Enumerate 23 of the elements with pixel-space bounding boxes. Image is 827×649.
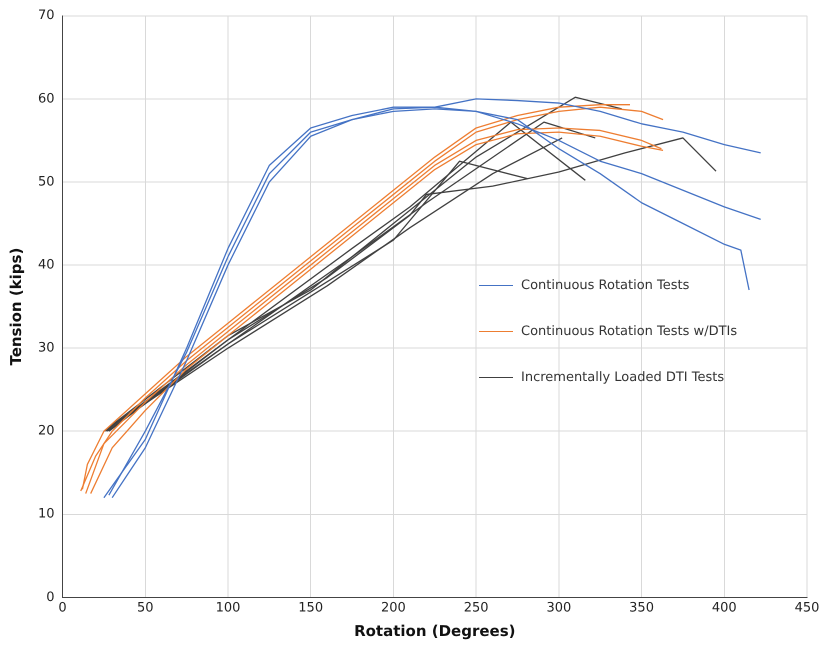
- x-tick-label: 50: [136, 600, 154, 616]
- x-tick-label: 100: [216, 600, 240, 616]
- y-axis-title: Tension (kips): [6, 248, 25, 366]
- y-tick-label: 0: [46, 590, 55, 605]
- y-tick-label: 50: [38, 174, 55, 190]
- y-tick-label: 40: [38, 257, 55, 272]
- x-tick-label: 350: [629, 600, 654, 616]
- x-tick-label: 300: [546, 600, 572, 616]
- y-tick-label: 30: [38, 340, 55, 356]
- legend-label: Incrementally Loaded DTI Tests: [521, 370, 724, 386]
- y-tick-label: 20: [38, 424, 55, 439]
- legend-label: Continuous Rotation Tests: [521, 278, 690, 294]
- x-tick-label: 0: [58, 600, 67, 616]
- y-tick-label: 10: [38, 506, 55, 522]
- legend-label: Continuous Rotation Tests w/DTIs: [521, 324, 738, 340]
- x-tick-label: 450: [794, 600, 820, 616]
- x-tick-label: 400: [712, 600, 737, 616]
- x-tick-label: 150: [298, 600, 324, 616]
- x-axis-title: Rotation (Degrees): [354, 622, 516, 640]
- y-tick-label: 60: [38, 91, 55, 106]
- x-tick-label: 200: [381, 600, 406, 616]
- y-tick-label: 70: [38, 8, 55, 24]
- x-tick-label: 250: [464, 600, 489, 616]
